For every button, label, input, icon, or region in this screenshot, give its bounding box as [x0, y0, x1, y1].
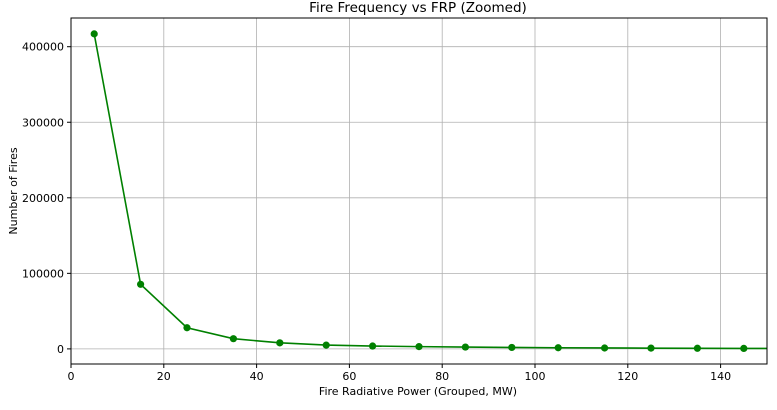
labels: Fire Frequency vs FRP (Zoomed) Fire Radi…	[7, 0, 527, 398]
data-point	[554, 344, 562, 352]
series-line-group	[93, 33, 768, 350]
x-tick-label: 80	[435, 370, 449, 383]
y-tick-label: 200000	[22, 192, 64, 205]
data-point	[183, 324, 191, 332]
data-point	[369, 342, 377, 350]
data-point	[229, 335, 237, 343]
x-tick-label: 40	[250, 370, 264, 383]
y-axis-label: Number of Fires	[7, 147, 20, 234]
data-point	[740, 344, 748, 352]
x-tick-label: 140	[710, 370, 731, 383]
data-points	[90, 30, 748, 352]
x-tick-label: 100	[525, 370, 546, 383]
data-point	[508, 343, 516, 352]
x-tick-label: 20	[157, 370, 171, 383]
series-line	[93, 33, 768, 350]
data-point	[415, 343, 423, 351]
x-tick-label: 120	[617, 370, 638, 383]
data-point	[693, 344, 702, 352]
data-point	[601, 344, 609, 352]
data-point	[647, 344, 655, 352]
data-point	[137, 280, 145, 288]
x-tick-label: 0	[68, 370, 75, 383]
data-point	[322, 341, 330, 349]
y-tick-label: 400000	[22, 41, 64, 54]
x-axis-label: Fire Radiative Power (Grouped, MW)	[319, 385, 517, 398]
plot-frame	[70, 17, 768, 365]
data-point	[90, 30, 98, 38]
y-tick-label: 300000	[22, 116, 64, 129]
grid	[70, 18, 767, 364]
x-tick-label: 60	[342, 370, 356, 383]
data-point	[276, 339, 284, 347]
chart-title: Fire Frequency vs FRP (Zoomed)	[309, 0, 527, 16]
axes: 0 20 40 60 80 100 120 140 0 100000 200000 300000 400…	[22, 17, 768, 383]
data-point	[461, 343, 469, 351]
y-tick-label: 100000	[22, 267, 64, 280]
y-tick-label: 0	[57, 343, 64, 356]
